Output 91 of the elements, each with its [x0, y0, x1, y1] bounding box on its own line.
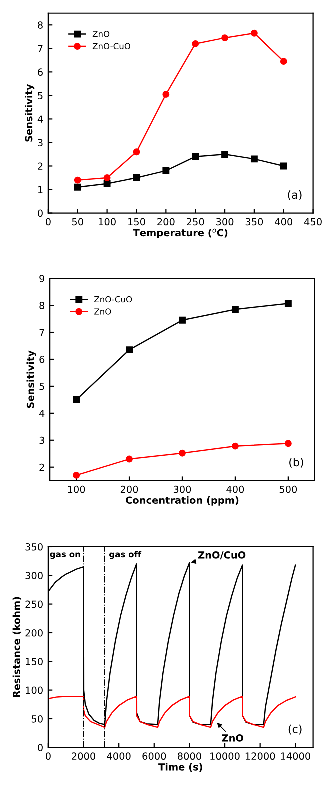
point	[162, 91, 170, 98]
x-tick-label: 12000	[246, 752, 276, 760]
ref-line-label: gas off	[109, 551, 142, 560]
x-tick-label: 4000	[107, 752, 131, 760]
point	[222, 34, 228, 42]
x-tick-label: 400	[226, 486, 244, 494]
y-tick-label: 150	[26, 658, 43, 666]
legend-label: ZnO-CuO	[94, 296, 132, 303]
y-tick-label: 6	[40, 356, 45, 364]
y-tick-label: 8	[38, 22, 43, 29]
point	[232, 306, 239, 314]
point	[192, 40, 200, 48]
point	[250, 30, 258, 37]
point	[73, 472, 80, 479]
y-tick-label: 100	[26, 686, 43, 694]
y-tick-label: 7	[40, 329, 44, 336]
x-tick-label: 250	[187, 218, 204, 226]
x-tick-label: 0	[46, 752, 51, 760]
x-tick-label: 50	[72, 218, 84, 226]
y-axis-title: Sensitivity	[25, 84, 35, 142]
x-tick-label: 0	[46, 218, 51, 226]
point	[104, 180, 111, 188]
x-tick-label: 300	[216, 218, 234, 226]
point	[250, 156, 258, 163]
x-tick-label: 300	[174, 486, 192, 494]
point	[104, 174, 111, 182]
x-tick-label: 10000	[210, 752, 240, 760]
y-tick-label: 0	[38, 210, 43, 218]
ref-line-label: gas on	[50, 552, 80, 560]
x-tick-label: 400	[275, 218, 293, 226]
x-tick-label: 350	[246, 218, 264, 226]
y-tick-label: 8	[40, 302, 45, 310]
y-tick-label: 4	[38, 116, 44, 123]
point	[222, 151, 228, 158]
x-tick-label: 100	[99, 218, 116, 226]
point	[133, 148, 140, 156]
legend-label: ZnO-CuO	[92, 43, 131, 50]
point	[126, 346, 133, 354]
point	[284, 300, 292, 308]
x-tick-label: 200	[120, 486, 138, 494]
y-tick-label: 0	[38, 744, 43, 752]
y-tick-label: 300	[26, 572, 43, 580]
point	[179, 316, 186, 324]
point	[280, 58, 288, 66]
y-tick-label: 3	[38, 139, 43, 147]
point	[74, 184, 82, 191]
y-tick-label: 2	[40, 464, 44, 472]
point	[280, 162, 288, 170]
annotation: (a)	[288, 190, 302, 200]
point	[162, 167, 170, 174]
x-tick-label: 100	[68, 486, 86, 494]
point	[192, 153, 200, 160]
y-tick-label: 7	[38, 45, 43, 52]
y-tick-label: 50	[32, 715, 43, 723]
legend-label: ZnO	[94, 308, 112, 315]
x-tick-label: 450	[304, 218, 322, 226]
point	[133, 174, 140, 182]
legend-label: ZnO	[92, 31, 110, 38]
y-tick-label: 5	[40, 383, 44, 390]
point	[232, 442, 239, 450]
x-tick-label: 14000	[281, 752, 310, 760]
x-tick-label: 500	[280, 486, 298, 494]
x-axis-title: Concentration (ppm)	[126, 496, 239, 506]
x-axis-title: Temperature ($^{o}$C)	[133, 228, 228, 238]
x-tick-label: 150	[128, 218, 146, 226]
y-tick-label: 350	[26, 543, 43, 551]
point	[284, 440, 292, 448]
y-tick-label: 4	[39, 410, 45, 418]
annotation: (b)	[290, 458, 304, 468]
x-tick-label: 200	[158, 218, 175, 226]
point	[74, 176, 82, 184]
y-tick-label: 9	[40, 275, 45, 282]
y-tick-label: 3	[40, 436, 44, 444]
x-tick-label: 8000	[178, 752, 202, 760]
y-tick-label: 1	[38, 186, 43, 194]
point	[126, 456, 133, 463]
y-tick-label: 250	[26, 600, 43, 608]
x-tick-label: 6000	[142, 752, 166, 760]
y-axis-title: Resistance (kohm)	[12, 597, 22, 698]
point	[73, 396, 80, 404]
annotation: ZnO/CuO	[198, 552, 246, 560]
annotation: (c)	[288, 724, 302, 735]
y-tick-label: 6	[38, 68, 43, 76]
y-tick-label: 2	[38, 162, 43, 170]
point	[179, 450, 186, 457]
x-tick-label: 2000	[72, 752, 96, 760]
x-axis-title: Time (s)	[158, 763, 202, 772]
y-tick-label: 200	[26, 629, 43, 637]
y-tick-label: 5	[38, 92, 43, 100]
annotation: ZnO	[222, 734, 244, 742]
y-axis-title: Sensitivity	[26, 350, 36, 408]
